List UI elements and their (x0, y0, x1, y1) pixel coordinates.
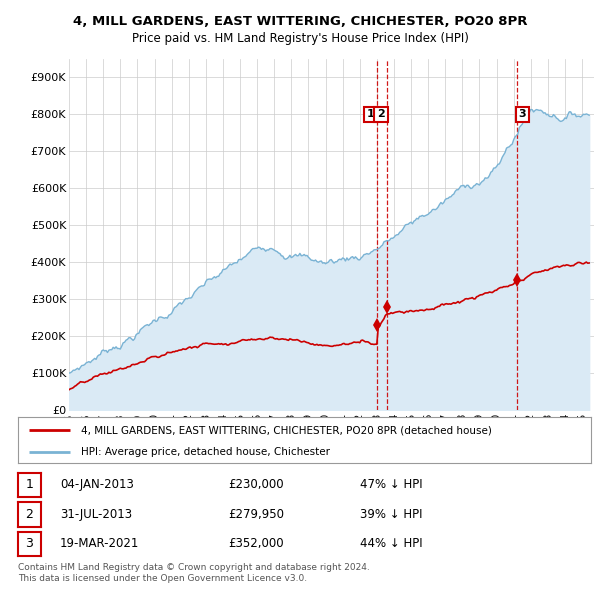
Text: £352,000: £352,000 (228, 537, 284, 550)
Text: 19-MAR-2021: 19-MAR-2021 (60, 537, 139, 550)
Text: 4, MILL GARDENS, EAST WITTERING, CHICHESTER, PO20 8PR: 4, MILL GARDENS, EAST WITTERING, CHICHES… (73, 15, 527, 28)
Text: 2: 2 (377, 109, 385, 119)
Text: 04-JAN-2013: 04-JAN-2013 (60, 478, 134, 491)
Text: 3: 3 (25, 537, 34, 550)
Text: 3: 3 (518, 109, 526, 119)
Text: 2: 2 (25, 508, 34, 521)
Text: £279,950: £279,950 (228, 508, 284, 521)
Text: 47% ↓ HPI: 47% ↓ HPI (360, 478, 422, 491)
Text: This data is licensed under the Open Government Licence v3.0.: This data is licensed under the Open Gov… (18, 574, 307, 583)
Text: 39% ↓ HPI: 39% ↓ HPI (360, 508, 422, 521)
Text: HPI: Average price, detached house, Chichester: HPI: Average price, detached house, Chic… (81, 447, 330, 457)
Text: 44% ↓ HPI: 44% ↓ HPI (360, 537, 422, 550)
Text: Price paid vs. HM Land Registry's House Price Index (HPI): Price paid vs. HM Land Registry's House … (131, 32, 469, 45)
Text: £230,000: £230,000 (228, 478, 284, 491)
Text: 1: 1 (367, 109, 375, 119)
Text: Contains HM Land Registry data © Crown copyright and database right 2024.: Contains HM Land Registry data © Crown c… (18, 563, 370, 572)
Text: 4, MILL GARDENS, EAST WITTERING, CHICHESTER, PO20 8PR (detached house): 4, MILL GARDENS, EAST WITTERING, CHICHES… (81, 425, 492, 435)
Text: 31-JUL-2013: 31-JUL-2013 (60, 508, 132, 521)
Text: 1: 1 (25, 478, 34, 491)
